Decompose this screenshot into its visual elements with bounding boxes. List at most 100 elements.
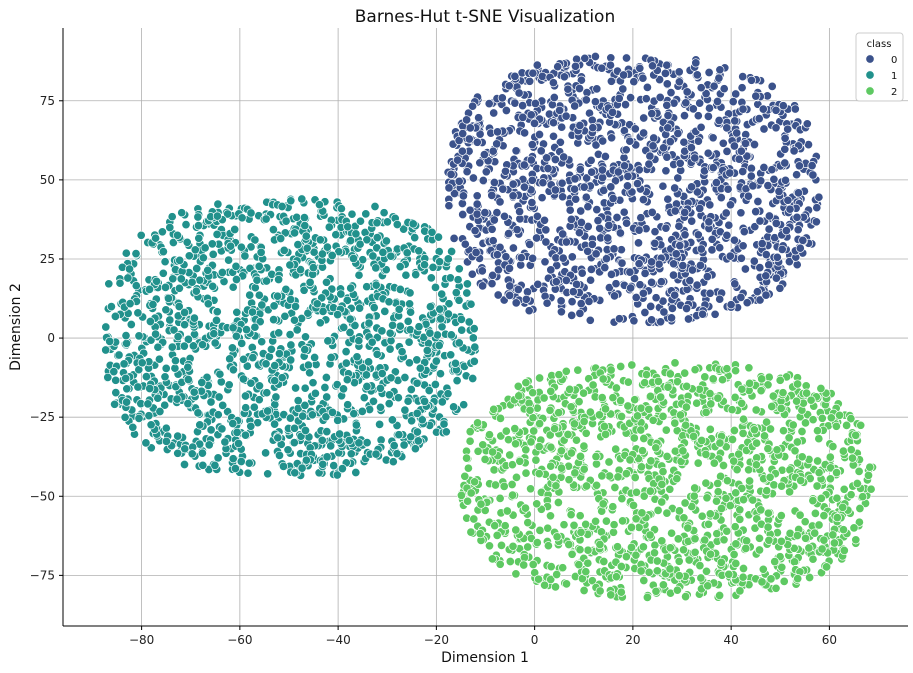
scatter-point — [487, 279, 497, 289]
x-tick-label: 60 — [822, 633, 837, 647]
scatter-point — [449, 402, 459, 412]
scatter-point — [764, 260, 774, 270]
scatter-point — [658, 143, 669, 153]
scatter-point — [691, 58, 701, 68]
scatter-point — [529, 426, 539, 436]
scatter-point — [508, 541, 518, 551]
scatter-point — [257, 300, 267, 310]
scatter-point — [725, 251, 735, 261]
scatter-point — [625, 136, 635, 146]
scatter-point — [550, 582, 561, 592]
scatter-point — [510, 71, 520, 81]
scatter-point — [508, 490, 518, 500]
scatter-point — [407, 416, 417, 426]
scatter-point — [546, 461, 556, 471]
scatter-point — [709, 81, 719, 91]
scatter-point — [597, 471, 607, 481]
scatter-point — [722, 526, 732, 536]
scatter-point — [683, 314, 694, 324]
scatter-point — [783, 195, 793, 205]
scatter-point — [737, 384, 747, 394]
scatter-point — [551, 277, 561, 287]
scatter-point — [286, 355, 296, 365]
scatter-point — [194, 233, 204, 243]
scatter-point — [513, 284, 523, 295]
scatter-point — [600, 263, 610, 273]
scatter-point — [592, 84, 602, 94]
scatter-point — [725, 200, 736, 210]
scatter-point — [557, 178, 567, 188]
scatter-point — [106, 302, 116, 312]
scatter-point — [184, 251, 194, 261]
scatter-point — [659, 307, 669, 317]
scatter-point — [687, 216, 697, 226]
scatter-point — [515, 456, 525, 466]
scatter-point — [173, 448, 183, 458]
scatter-point — [626, 542, 637, 552]
x-tick-label: −80 — [129, 633, 154, 647]
scatter-point — [680, 368, 690, 378]
scatter-point — [808, 415, 818, 425]
scatter-point — [126, 319, 136, 330]
scatter-point — [489, 465, 499, 475]
scatter-point — [705, 424, 715, 434]
scatter-point — [736, 146, 746, 156]
scatter-point — [498, 184, 508, 194]
scatter-point — [698, 309, 708, 319]
scatter-point — [533, 574, 544, 584]
scatter-point — [274, 450, 285, 460]
scatter-point — [511, 525, 521, 535]
scatter-point — [153, 342, 163, 352]
scatter-point — [621, 53, 632, 63]
scatter-point — [492, 139, 502, 149]
scatter-point — [681, 98, 691, 108]
scatter-point — [378, 247, 388, 257]
scatter-point — [792, 260, 802, 270]
scatter-point — [240, 430, 251, 440]
scatter-point — [722, 364, 732, 374]
scatter-point — [179, 341, 189, 351]
scatter-point — [163, 293, 174, 303]
scatter-point — [811, 217, 821, 227]
scatter-point — [599, 421, 609, 432]
scatter-point — [637, 508, 647, 518]
scatter-point — [613, 167, 623, 177]
scatter-point — [702, 272, 712, 282]
scatter-point — [792, 437, 802, 447]
scatter-point — [666, 313, 677, 323]
scatter-point — [649, 548, 660, 558]
scatter-point — [101, 322, 111, 332]
scatter-point — [337, 464, 347, 474]
scatter-point — [615, 228, 625, 238]
scatter-point — [290, 228, 300, 238]
scatter-point — [756, 386, 766, 396]
scatter-point — [121, 331, 131, 341]
scatter-point — [731, 488, 741, 498]
scatter-point — [688, 104, 698, 114]
scatter-point — [629, 433, 639, 443]
scatter-point — [280, 311, 290, 321]
scatter-point — [197, 448, 207, 458]
scatter-point — [647, 109, 657, 119]
scatter-point — [680, 498, 690, 508]
scatter-point — [764, 535, 774, 545]
scatter-point — [665, 137, 675, 147]
scatter-point — [472, 137, 482, 147]
scatter-point — [241, 403, 251, 413]
scatter-point — [632, 411, 643, 421]
scatter-point — [471, 247, 481, 258]
scatter-point — [558, 563, 568, 573]
scatter-point — [600, 151, 610, 162]
scatter-point — [355, 303, 365, 313]
scatter-point — [370, 201, 380, 212]
scatter-point — [645, 486, 655, 496]
scatter-point — [501, 426, 511, 436]
scatter-point — [697, 435, 707, 446]
scatter-point — [300, 332, 311, 342]
scatter-point — [631, 487, 642, 497]
scatter-point — [778, 426, 789, 436]
scatter-point — [708, 133, 718, 143]
scatter-point — [665, 484, 675, 494]
scatter-point — [197, 377, 207, 388]
scatter-point — [651, 586, 661, 596]
